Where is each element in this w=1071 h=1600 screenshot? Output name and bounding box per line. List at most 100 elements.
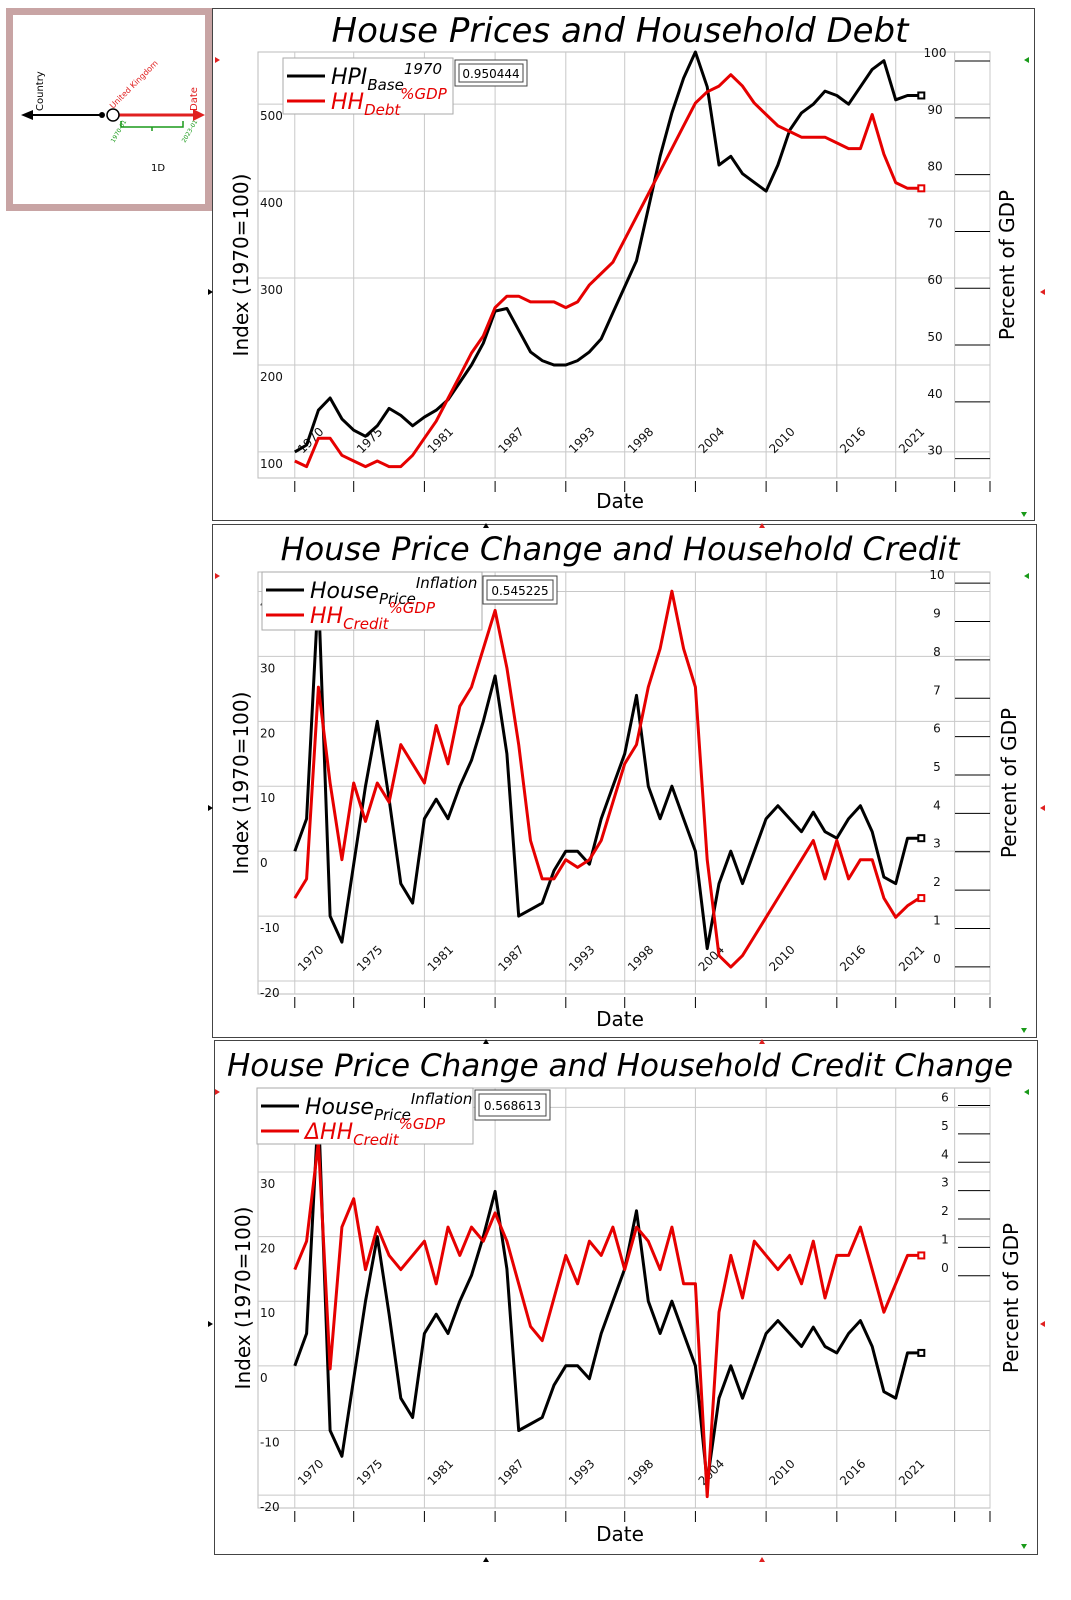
y2-tick-label: 10 (929, 568, 944, 582)
edge-marker[interactable] (208, 1321, 213, 1327)
edge-marker[interactable] (1024, 57, 1029, 63)
series-end-marker (917, 834, 926, 843)
y2-tick-label: 3 (941, 1176, 949, 1190)
edge-marker[interactable] (1040, 805, 1045, 811)
y-tick-label: -10 (260, 921, 280, 935)
edge-marker[interactable] (483, 1557, 489, 1562)
correlation-box-inner (486, 579, 554, 601)
edge-marker[interactable] (215, 1089, 220, 1095)
navigator-origin-dot (99, 112, 105, 118)
chart-3: -20-100102030400123456197019751981198719… (227, 1048, 1023, 1546)
y2-tick-label: 2 (941, 1204, 949, 1218)
navigator-left-arrow[interactable] (21, 110, 33, 120)
edge-marker[interactable] (1040, 1321, 1045, 1327)
correlation-value: 0.950444 (462, 67, 519, 81)
edge-marker[interactable] (759, 1557, 765, 1562)
plot-area (257, 571, 991, 995)
edge-marker[interactable] (208, 805, 213, 811)
dimension-navigator[interactable]: Country United Kingdom Date 1970-01 2023… (6, 8, 212, 211)
series-line-1 (293, 590, 920, 951)
x-axis-label: Date (596, 1007, 644, 1031)
y-axis-label: Index (1970=100) (229, 692, 253, 875)
y-tick-label: 100 (260, 457, 283, 471)
navigator-canvas[interactable]: Country United Kingdom Date 1970-01 2023… (13, 15, 205, 204)
y-tick-label: 10 (260, 1306, 275, 1320)
y2-tick-label: 80 (927, 160, 942, 174)
chart-title: House Price Change and Household Credit (281, 530, 961, 568)
y2-tick-label: 4 (933, 798, 941, 812)
y-axis-label: Index (1970=100) (231, 1207, 255, 1390)
series-line-1 (294, 50, 920, 454)
edge-marker[interactable] (759, 1039, 765, 1044)
y2-tick-label: 5 (933, 760, 941, 774)
edge-marker[interactable] (759, 523, 765, 528)
y2-tick-label: 2 (933, 875, 941, 889)
y2-tick-label: 9 (933, 607, 941, 621)
y2-tick-label: 4 (941, 1147, 949, 1161)
y2-axis-label: Percent of GDP (995, 190, 1019, 340)
edge-marker[interactable] (1021, 1544, 1027, 1549)
series-line-2 (294, 73, 920, 469)
navigator-date-label: Date (189, 87, 200, 111)
series-end-marker (917, 184, 926, 193)
y-tick-label: 400 (260, 196, 283, 210)
y2-tick-label: 3 (933, 837, 941, 851)
chart-title: House Price Change and Household Credit … (227, 1048, 1013, 1084)
navigator-country-knob[interactable] (106, 108, 120, 122)
chart-2: -20-100102030400123456789101970197519811… (229, 530, 1021, 1031)
series-end-marker (917, 91, 926, 100)
y-tick-label: 20 (260, 726, 275, 740)
chart-panel-price-change-credit (212, 524, 1037, 1038)
y2-tick-label: 5 (941, 1119, 949, 1133)
y-tick-label: -20 (260, 1500, 280, 1514)
correlation-box-inner (478, 1093, 547, 1117)
navigator-date-arrow[interactable] (193, 109, 205, 121)
navigator-dimension-label: 1D (151, 163, 165, 174)
edge-marker[interactable] (215, 573, 220, 579)
y2-axis-label: Percent of GDP (999, 1223, 1023, 1373)
y-tick-label: 20 (260, 1242, 275, 1256)
legend-box (261, 571, 483, 631)
y-tick-label: 0 (260, 856, 268, 870)
navigator-date-range-bracket[interactable] (120, 121, 184, 131)
y2-tick-label: 8 (933, 645, 941, 659)
y2-tick-label: 40 (927, 387, 942, 401)
legend-entry: HousePriceInflation (305, 1090, 472, 1124)
y-tick-label: 300 (260, 283, 283, 297)
plot-area (257, 1087, 991, 1509)
legend-entry: HousePriceInflation (310, 574, 477, 608)
y2-tick-label: 70 (927, 216, 942, 230)
legend-entry: HPIBase1970 (331, 60, 442, 94)
y2-tick-label: 0 (933, 952, 941, 966)
y-tick-label: 10 (260, 791, 275, 805)
series-line-2 (293, 1140, 920, 1499)
edge-marker[interactable] (208, 289, 213, 295)
y2-tick-label: 1 (941, 1232, 949, 1246)
y2-tick-label: 30 (927, 444, 942, 458)
y-tick-label: 30 (260, 1177, 275, 1191)
series-end-marker (917, 1348, 926, 1357)
correlation-value: 0.545225 (491, 584, 548, 598)
edge-marker[interactable] (1024, 1089, 1029, 1095)
legend-box (282, 57, 454, 115)
correlation-value: 0.568613 (484, 1099, 541, 1113)
edge-marker[interactable] (1021, 1028, 1027, 1033)
edge-marker[interactable] (1040, 289, 1045, 295)
y2-tick-label: 60 (927, 273, 942, 287)
y2-axis-label: Percent of GDP (997, 708, 1021, 858)
navigator-country-label: Country (35, 71, 46, 111)
y2-tick-label: 7 (933, 683, 941, 697)
edge-marker[interactable] (1021, 512, 1027, 517)
y-tick-label: 200 (260, 370, 283, 384)
edge-marker[interactable] (483, 523, 489, 528)
edge-marker[interactable] (1024, 573, 1029, 579)
edge-marker[interactable] (483, 1039, 489, 1044)
legend-entry: ΔHHCredit%GDP (303, 1115, 446, 1149)
edge-marker[interactable] (215, 57, 220, 63)
series-line-1 (293, 1105, 920, 1484)
y2-tick-label: 1 (933, 913, 941, 927)
